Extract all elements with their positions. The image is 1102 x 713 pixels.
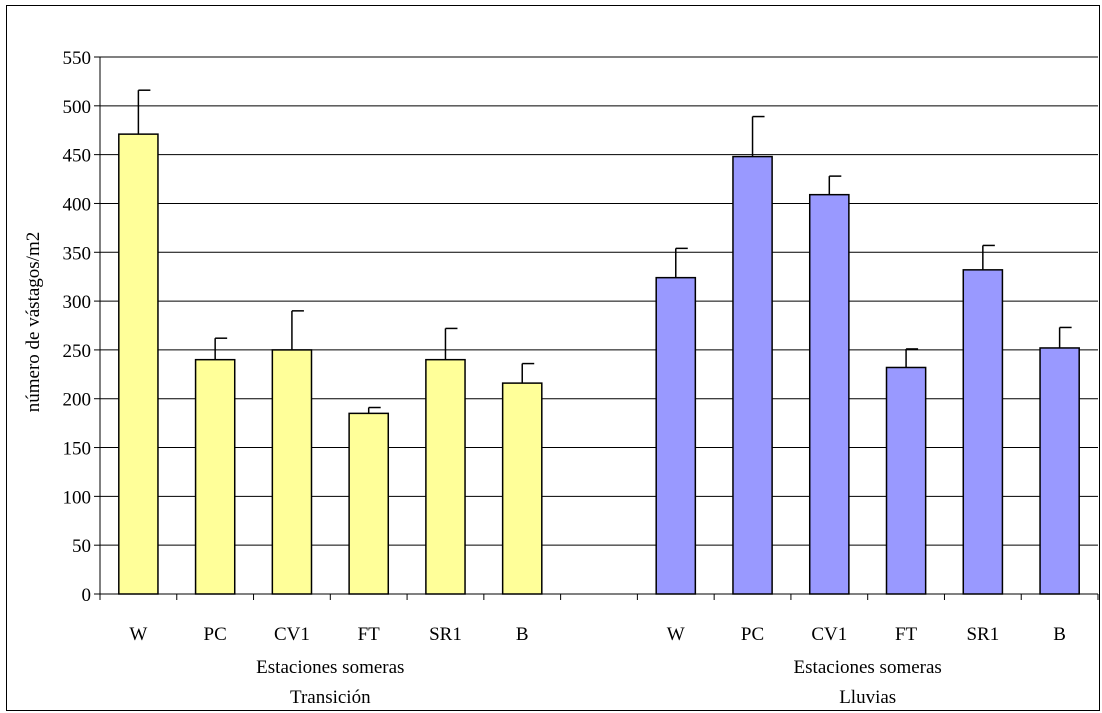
y-tick-label: 450: [63, 146, 92, 167]
y-tick-label: 500: [63, 97, 92, 118]
y-tick-label: 250: [63, 341, 92, 362]
y-tick-label: 0: [82, 585, 92, 606]
group-labels: Estaciones someras Transición Estaciones s…: [256, 657, 942, 708]
x-tick-label: PC: [741, 624, 764, 645]
bar: [962, 269, 1004, 595]
bar: [271, 349, 313, 595]
y-tick-label: 400: [63, 194, 92, 215]
group-label-line2: Lluvias: [839, 687, 896, 708]
bar: [885, 366, 927, 595]
bar: [425, 358, 466, 595]
x-tick-label: SR1: [966, 624, 999, 645]
y-tick-label: 100: [63, 487, 92, 508]
group-label-line1: Estaciones someras: [256, 657, 404, 678]
y-tick-labels: 0 50 100 150 200 250 300 350 400 450 500 550: [63, 48, 92, 606]
bar: [732, 155, 773, 595]
bar: [194, 358, 236, 595]
bar: [1039, 347, 1080, 595]
x-tick-label: CV1: [274, 624, 310, 645]
x-tick-label: W: [667, 624, 685, 645]
gridlines: [100, 56, 1098, 546]
y-tick-label: 350: [63, 243, 92, 264]
bar: [501, 382, 543, 595]
y-tick-label: 50: [72, 536, 91, 557]
bar: [118, 133, 159, 595]
x-tick-label: B: [516, 624, 529, 645]
x-tick-label: FT: [895, 624, 918, 645]
y-axis-title: número de vástagos/m2: [23, 232, 44, 412]
error-bars: [137, 89, 1072, 414]
x-tick-label: FT: [358, 624, 381, 645]
y-tick-label: 200: [63, 390, 92, 411]
y-tick-label: 150: [63, 439, 92, 460]
bar: [655, 276, 697, 595]
x-tick-labels: W PC CV1 FT SR1 B W PC CV1 FT SR1 B: [129, 624, 1066, 645]
y-tick-label: 300: [63, 292, 92, 313]
x-tick-label: SR1: [429, 624, 462, 645]
axes: [94, 56, 1099, 600]
x-tick-label: CV1: [811, 624, 847, 645]
group-label-line1: Estaciones someras: [794, 657, 942, 678]
x-tick-label: B: [1053, 624, 1066, 645]
y-tick-label: 550: [63, 48, 92, 69]
x-tick-label: W: [129, 624, 147, 645]
group-label-line2: Transición: [290, 687, 371, 708]
bar: [348, 412, 390, 595]
bars: [118, 133, 1080, 595]
bar: [808, 193, 850, 595]
x-tick-label: PC: [204, 624, 227, 645]
